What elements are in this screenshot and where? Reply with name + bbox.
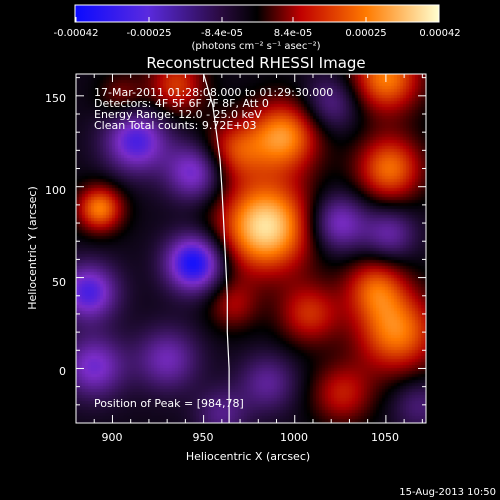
colorbar-tick-5: 0.00042 bbox=[419, 28, 460, 39]
footer-date: 15-Aug-2013 10:50 bbox=[399, 487, 496, 498]
solar-limb-line bbox=[203, 73, 230, 423]
colorbar-tick-2: -8.4e-05 bbox=[201, 28, 243, 39]
axis-ticks bbox=[75, 74, 426, 424]
colorbar bbox=[74, 4, 440, 23]
heatmap-image-container bbox=[76, 74, 426, 423]
chart-title: Reconstructed RHESSI Image bbox=[146, 54, 365, 72]
annotation-detectors: Detectors: 4F 5F 6F 7F 8F, Att 0 bbox=[94, 97, 269, 110]
colorbar-tick-3: 8.4e-05 bbox=[274, 28, 312, 39]
y-tick-label-0: 0 bbox=[59, 365, 66, 378]
heatmap-image bbox=[76, 74, 426, 423]
x-axis-title: Heliocentric X (arcsec) bbox=[186, 450, 310, 463]
x-tick-label-900: 900 bbox=[102, 431, 123, 444]
annotation-clean-counts: Clean Total counts: 9.72E+03 bbox=[94, 119, 257, 132]
colorbar-tick-0: -0.00042 bbox=[54, 28, 99, 39]
annotation-energy-range: Energy Range: 12.0 - 25.0 keV bbox=[94, 108, 262, 121]
plot-frame bbox=[75, 73, 427, 424]
colorbar-ticks bbox=[75, 17, 440, 22]
x-tick-label-950: 950 bbox=[193, 431, 214, 444]
x-tick-label-1000: 1000 bbox=[280, 431, 308, 444]
y-tick-label-100: 100 bbox=[45, 184, 66, 197]
peak-position-label: Position of Peak = [984,78] bbox=[94, 397, 244, 410]
colorbar-tick-1: -0.00025 bbox=[127, 28, 172, 39]
plot-area: 17-Mar-2011 01:28:08.000 to 01:29:30.000… bbox=[75, 73, 427, 424]
colorbar-unit-label: (photons cm⁻² s⁻¹ asec⁻²) bbox=[191, 41, 320, 52]
y-axis-title: Heliocentric Y (arcsec) bbox=[26, 186, 39, 310]
y-tick-label-150: 150 bbox=[45, 92, 66, 105]
x-tick-label-1050: 1050 bbox=[371, 431, 399, 444]
colorbar-tick-4: 0.00025 bbox=[345, 28, 386, 39]
annotation-time-range: 17-Mar-2011 01:28:08.000 to 01:29:30.000 bbox=[94, 86, 333, 99]
y-tick-label-50: 50 bbox=[52, 276, 66, 289]
